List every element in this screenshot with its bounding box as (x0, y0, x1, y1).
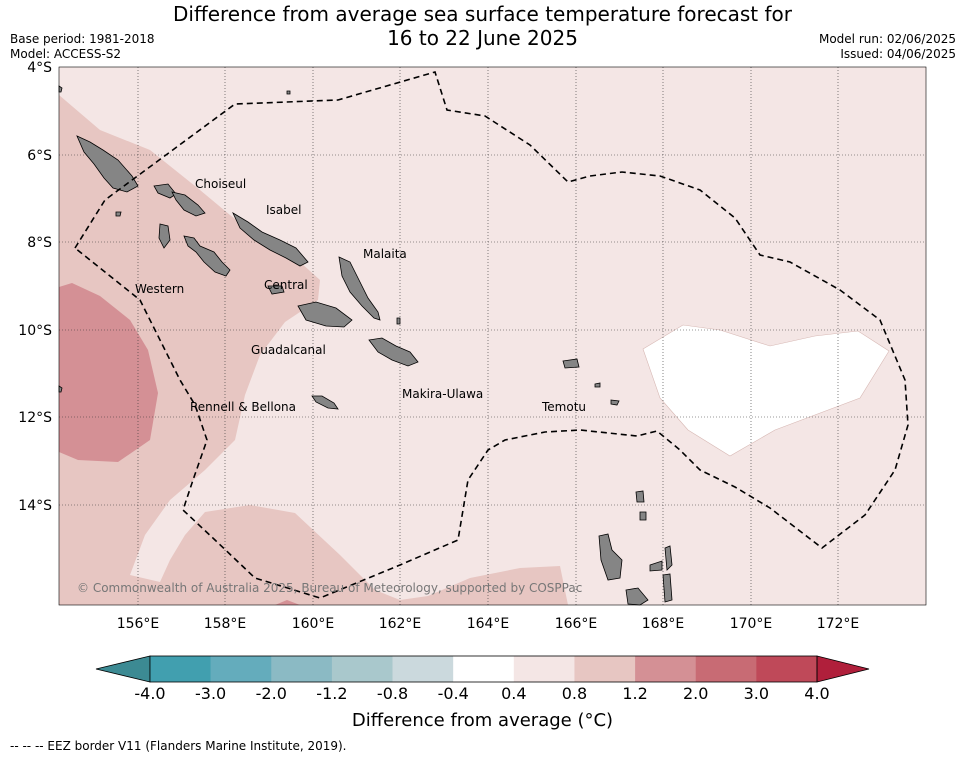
label-guadalcanal: Guadalcanal (251, 343, 326, 357)
colorbar-tick-label: -3.0 (195, 684, 226, 703)
colorbar-bin (453, 656, 514, 682)
label-central: Central (264, 278, 308, 292)
lon-label: 172°E (817, 616, 860, 632)
islet-small-4 (397, 318, 400, 324)
colorbar-tick-label: 4.0 (804, 684, 829, 703)
pentecost-island (663, 574, 672, 602)
temotu-small-2 (611, 400, 619, 405)
lon-label: 170°E (730, 616, 773, 632)
lat-label: 6°S (27, 148, 52, 164)
lat-label: 10°S (18, 323, 52, 339)
islet-small-3 (116, 212, 121, 216)
lon-label: 164°E (467, 616, 510, 632)
label-temotu: Temotu (541, 400, 586, 414)
label-isabel: Isabel (266, 203, 301, 217)
lon-label: 168°E (642, 616, 685, 632)
colorbar-tick-label: 0.8 (562, 684, 587, 703)
colorbar-tick-label: -0.4 (438, 684, 469, 703)
colorbar-overflow (817, 656, 869, 682)
colorbar-tick-label: -1.2 (316, 684, 347, 703)
colorbar: -4.0 -3.0 -2.0 -1.2 -0.8 -0.4 0.4 0.8 1.2 2.0 3.0 4… (96, 656, 869, 703)
longitude-labels: 156°E 158°E 160°E 162°E 164°E 166°E 168°E 170°E… (117, 616, 860, 632)
label-malaita: Malaita (363, 247, 407, 261)
colorbar-bin (756, 656, 817, 682)
colorbar-bin (696, 656, 757, 682)
lat-label: 8°S (27, 235, 52, 251)
colorbar-tick-label: -4.0 (134, 684, 165, 703)
lon-label: 166°E (555, 616, 598, 632)
lon-label: 156°E (117, 616, 160, 632)
colorbar-bin (514, 656, 575, 682)
colorbar-tick-label: 3.0 (744, 684, 769, 703)
lon-label: 158°E (204, 616, 247, 632)
lon-label: 160°E (292, 616, 335, 632)
vanuatu-banks (640, 512, 646, 520)
colorbar-bin (635, 656, 696, 682)
lat-label: 12°S (18, 410, 52, 426)
colorbar-tick-label: 2.0 (683, 684, 708, 703)
temotu-small-1 (595, 383, 600, 387)
ontong-java-islet (287, 91, 290, 94)
colorbar-bin (271, 656, 332, 682)
label-makira-ulawa: Makira-Ulawa (402, 387, 483, 401)
sst-field (59, 67, 926, 605)
copyright-notice: © Commonwealth of Australia 2025, Bureau… (77, 581, 582, 595)
lat-label: 14°S (18, 498, 52, 514)
label-choiseul: Choiseul (195, 177, 246, 191)
vanuatu-torres (636, 491, 644, 502)
santa-cruz-island (563, 359, 579, 368)
lat-label: 4°S (27, 60, 52, 76)
label-western: Western (135, 282, 184, 296)
colorbar-bin (393, 656, 454, 682)
colorbar-bin (332, 656, 393, 682)
label-rennell-bellona: Rennell & Bellona (190, 400, 296, 414)
colorbar-bin (150, 656, 211, 682)
colorbar-tick-label: -2.0 (256, 684, 287, 703)
colorbar-bin (574, 656, 635, 682)
colorbar-title: Difference from average (°C) (0, 710, 965, 731)
eez-legend-note: -- -- -- EEZ border V11 (Flanders Marine… (10, 739, 347, 753)
colorbar-bin (211, 656, 272, 682)
colorbar-tick-label: -0.8 (377, 684, 408, 703)
colorbar-underflow (96, 656, 150, 682)
colorbar-tick-label: 0.4 (501, 684, 526, 703)
lon-label: 162°E (379, 616, 422, 632)
colorbar-tick-label: 1.2 (622, 684, 647, 703)
latitude-labels: 4°S 6°S 8°S 10°S 12°S 14°S (18, 60, 52, 514)
